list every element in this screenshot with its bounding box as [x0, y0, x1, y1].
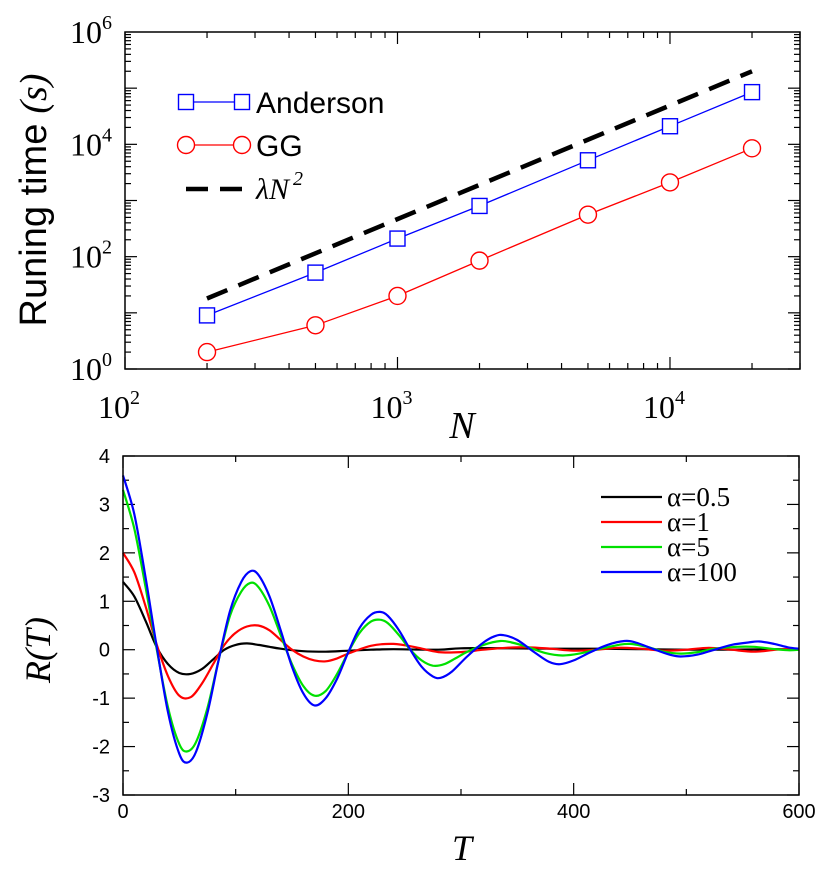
top-series-markers	[197, 83, 762, 362]
legend-marker-square	[233, 93, 251, 111]
data-point-square	[307, 264, 324, 281]
y-tick-label: 0	[99, 640, 110, 662]
top-x-axis-label: N	[448, 405, 477, 447]
legend-marker-square	[177, 93, 195, 111]
legend-entry: α=100	[601, 557, 737, 587]
series-line-alpha-0	[122, 581, 800, 676]
legend-marker-circle	[232, 135, 252, 155]
legend-entry: α=1	[601, 507, 710, 537]
legend-label: α=0.5	[667, 482, 730, 512]
y-tick-label: 3	[99, 494, 110, 516]
y-tick-label: 100	[70, 349, 112, 387]
legend-entry: α=0.5	[601, 482, 730, 512]
data-point-square	[579, 152, 597, 169]
y-tick-label: 104	[70, 124, 112, 162]
data-point-circle	[197, 342, 217, 362]
data-point-circle	[660, 173, 680, 192]
legend-entry: Anderson	[177, 87, 384, 120]
bottom-plot-frame	[122, 455, 800, 796]
data-point-circle	[388, 286, 407, 306]
x-tick-label: 104	[643, 387, 685, 425]
x-tick-label: 0	[117, 801, 128, 823]
top-legend: Anderson GG λN 2	[176, 87, 384, 206]
bottom-series-lines	[121, 475, 800, 764]
data-point-square	[471, 197, 488, 215]
legend-marker-circle	[176, 135, 196, 155]
y-tick-label: -2	[92, 737, 110, 759]
x-tick-label: 600	[782, 801, 815, 823]
data-point-square	[198, 307, 216, 324]
top-y-axis-label: Runing time(s)	[13, 74, 55, 327]
bottom-chart: 0 200 400 600 -3 -2 -1 0 1 2 3 4 R(T) T α=0.5α=1α=5…	[18, 446, 816, 868]
legend-label: α=100	[667, 557, 737, 587]
legend-label: GG	[256, 130, 303, 163]
bottom-x-axis-label: T	[452, 828, 475, 868]
data-point-square	[661, 118, 679, 135]
series-line-alpha-3	[121, 475, 800, 764]
data-point-circle	[578, 205, 598, 224]
legend-entry: λN 2	[186, 168, 303, 206]
bottom-tick-labels: 0 200 400 600 -3 -2 -1 0 1 2 3 4	[92, 446, 815, 823]
data-point-circle	[306, 316, 325, 335]
data-point-circle	[470, 251, 489, 270]
x-tick-label: 200	[332, 801, 365, 823]
data-point-square	[389, 230, 406, 247]
legend-label: Anderson	[256, 87, 384, 120]
y-tick-label: 1	[99, 591, 110, 613]
x-tick-label: 102	[98, 387, 140, 425]
bottom-y-axis-label: R(T)	[18, 617, 58, 684]
legend-label: α=5	[667, 532, 710, 562]
x-tick-label: 400	[557, 801, 590, 823]
y-tick-label: -3	[92, 785, 110, 807]
legend-label: λN 2	[255, 168, 303, 206]
data-point-square	[743, 83, 761, 101]
top-axis-ticks	[124, 32, 801, 370]
y-tick-label: 102	[70, 237, 112, 275]
data-point-circle	[742, 139, 762, 158]
y-tick-label: -1	[92, 688, 110, 710]
y-tick-label: 106	[70, 12, 112, 50]
top-plot-frame	[124, 31, 801, 370]
legend-entry: GG	[176, 130, 303, 163]
legend-entry: α=5	[601, 532, 710, 562]
y-tick-label: 2	[99, 543, 110, 565]
bottom-legend: α=0.5α=1α=5α=100	[601, 482, 737, 587]
legend-label: α=1	[667, 507, 710, 537]
series-line--n	[206, 69, 753, 301]
y-tick-label: 4	[99, 446, 110, 468]
x-tick-label: 103	[370, 387, 412, 425]
